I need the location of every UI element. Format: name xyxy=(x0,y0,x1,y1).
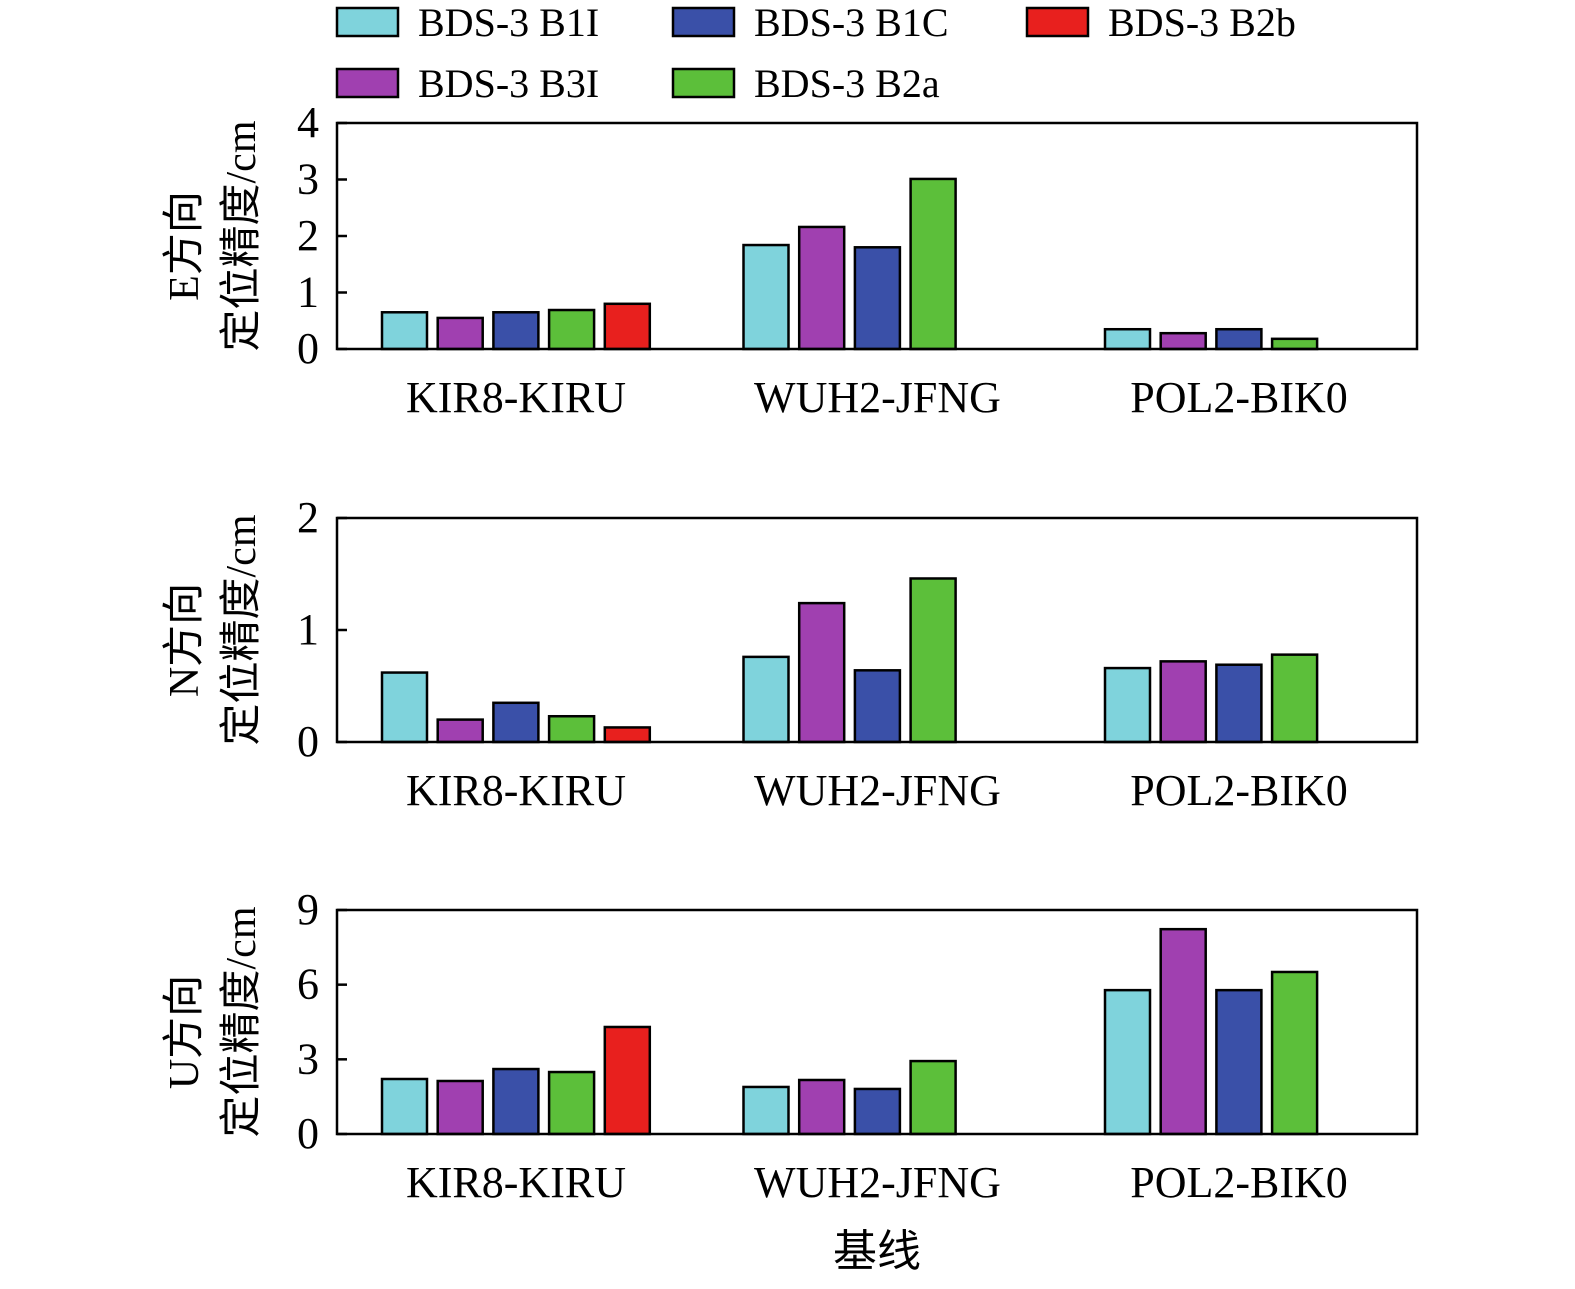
bar xyxy=(909,1059,957,1136)
bar xyxy=(742,243,790,351)
bar xyxy=(436,1079,484,1136)
bar xyxy=(436,718,484,744)
bar xyxy=(1215,663,1263,744)
bar xyxy=(742,655,790,744)
bar xyxy=(1270,337,1319,351)
legend-item: BDS-3 B2b xyxy=(1025,0,1296,45)
legend-item: BDS-3 B2a xyxy=(671,61,940,106)
legend-label: BDS-3 B2b xyxy=(1108,0,1296,45)
x-tick-label: POL2-BIK0 xyxy=(1130,373,1348,422)
bar xyxy=(1270,970,1319,1136)
y-axis-label-line2: 定位精度/cm xyxy=(218,514,265,745)
bar xyxy=(603,726,652,744)
bar xyxy=(1159,660,1207,744)
bar xyxy=(853,246,902,351)
legend-swatch xyxy=(335,67,400,99)
legend-label: BDS-3 B1I xyxy=(418,0,599,45)
y-axis-label-line2: 定位精度/cm xyxy=(218,120,265,351)
x-tick-label: KIR8-KIRU xyxy=(406,766,626,815)
bar xyxy=(547,714,596,744)
panel-E方向: KIR8-KIRU WUH2-JFNG POL2-BIK0 0 1 2 3 4 E方向 定位精度/… xyxy=(162,98,1419,422)
legend-swatch xyxy=(335,6,400,38)
bar xyxy=(1159,927,1207,1136)
y-tick-label: 6 xyxy=(297,960,319,1009)
bar xyxy=(1270,653,1319,744)
y-tick-label: 0 xyxy=(297,717,319,766)
bar xyxy=(742,1085,790,1136)
y-tick-label: 3 xyxy=(297,1034,319,1083)
panel-N方向: KIR8-KIRU WUH2-JFNG POL2-BIK0 0 1 2 N方向 定位精度/cm xyxy=(162,493,1419,815)
bar xyxy=(797,225,846,351)
bar xyxy=(603,302,652,351)
y-tick-label: 9 xyxy=(297,885,319,934)
x-tick-label: WUH2-JFNG xyxy=(754,766,1001,815)
bar xyxy=(797,1078,846,1136)
panel-U方向: KIR8-KIRU WUH2-JFNG POL2-BIK0 0 3 6 9 U方向 定位精度/c… xyxy=(162,885,1419,1276)
legend-item: BDS-3 B1C xyxy=(671,0,949,45)
x-tick-label: WUH2-JFNG xyxy=(754,1158,1001,1207)
bar xyxy=(492,1067,540,1136)
legend-item: BDS-3 B1I xyxy=(335,0,599,45)
x-tick-label: WUH2-JFNG xyxy=(754,373,1001,422)
y-axis-label-line1: E方向 xyxy=(162,191,208,301)
legend-swatch xyxy=(671,6,736,38)
legend-swatch xyxy=(671,67,736,99)
bar xyxy=(1215,988,1263,1136)
bar xyxy=(853,1087,902,1136)
x-axis-label: 基线 xyxy=(833,1227,921,1276)
y-axis-label-line1: N方向 xyxy=(162,583,208,697)
bar xyxy=(1103,327,1152,351)
bar xyxy=(1159,331,1207,351)
y-tick-label: 0 xyxy=(297,1109,319,1158)
y-tick-label: 1 xyxy=(297,605,319,654)
legend-swatch xyxy=(1025,6,1090,38)
y-tick-label: 2 xyxy=(297,493,319,542)
x-tick-label: KIR8-KIRU xyxy=(406,1158,626,1207)
bar xyxy=(603,1025,652,1136)
y-tick-label: 2 xyxy=(297,211,319,260)
y-tick-label: 4 xyxy=(297,98,319,147)
bar xyxy=(1103,666,1152,744)
plot-frame xyxy=(335,908,1419,1136)
bar xyxy=(380,311,429,351)
x-tick-label: KIR8-KIRU xyxy=(406,373,626,422)
bar xyxy=(909,177,957,351)
bar xyxy=(380,671,429,744)
bar xyxy=(909,577,957,744)
bar xyxy=(380,1077,429,1136)
x-tick-label: POL2-BIK0 xyxy=(1130,766,1348,815)
legend-item: BDS-3 B3I xyxy=(335,61,599,106)
legend-label: BDS-3 B2a xyxy=(754,61,940,106)
y-tick-label: 0 xyxy=(297,324,319,373)
bar xyxy=(436,316,484,351)
y-tick-label: 1 xyxy=(297,268,319,317)
y-axis-label-line1: U方向 xyxy=(162,975,208,1089)
legend-label: BDS-3 B1C xyxy=(754,0,949,45)
bar xyxy=(547,1070,596,1136)
x-tick-label: POL2-BIK0 xyxy=(1130,1158,1348,1207)
bar xyxy=(492,311,540,351)
legend-label: BDS-3 B3I xyxy=(418,61,599,106)
bar xyxy=(1103,988,1152,1136)
bar xyxy=(797,601,846,744)
y-axis-label-line2: 定位精度/cm xyxy=(218,906,265,1137)
y-tick-label: 3 xyxy=(297,155,319,204)
bar xyxy=(853,669,902,744)
bar xyxy=(1215,327,1263,351)
bar xyxy=(492,701,540,744)
bar xyxy=(547,308,596,351)
